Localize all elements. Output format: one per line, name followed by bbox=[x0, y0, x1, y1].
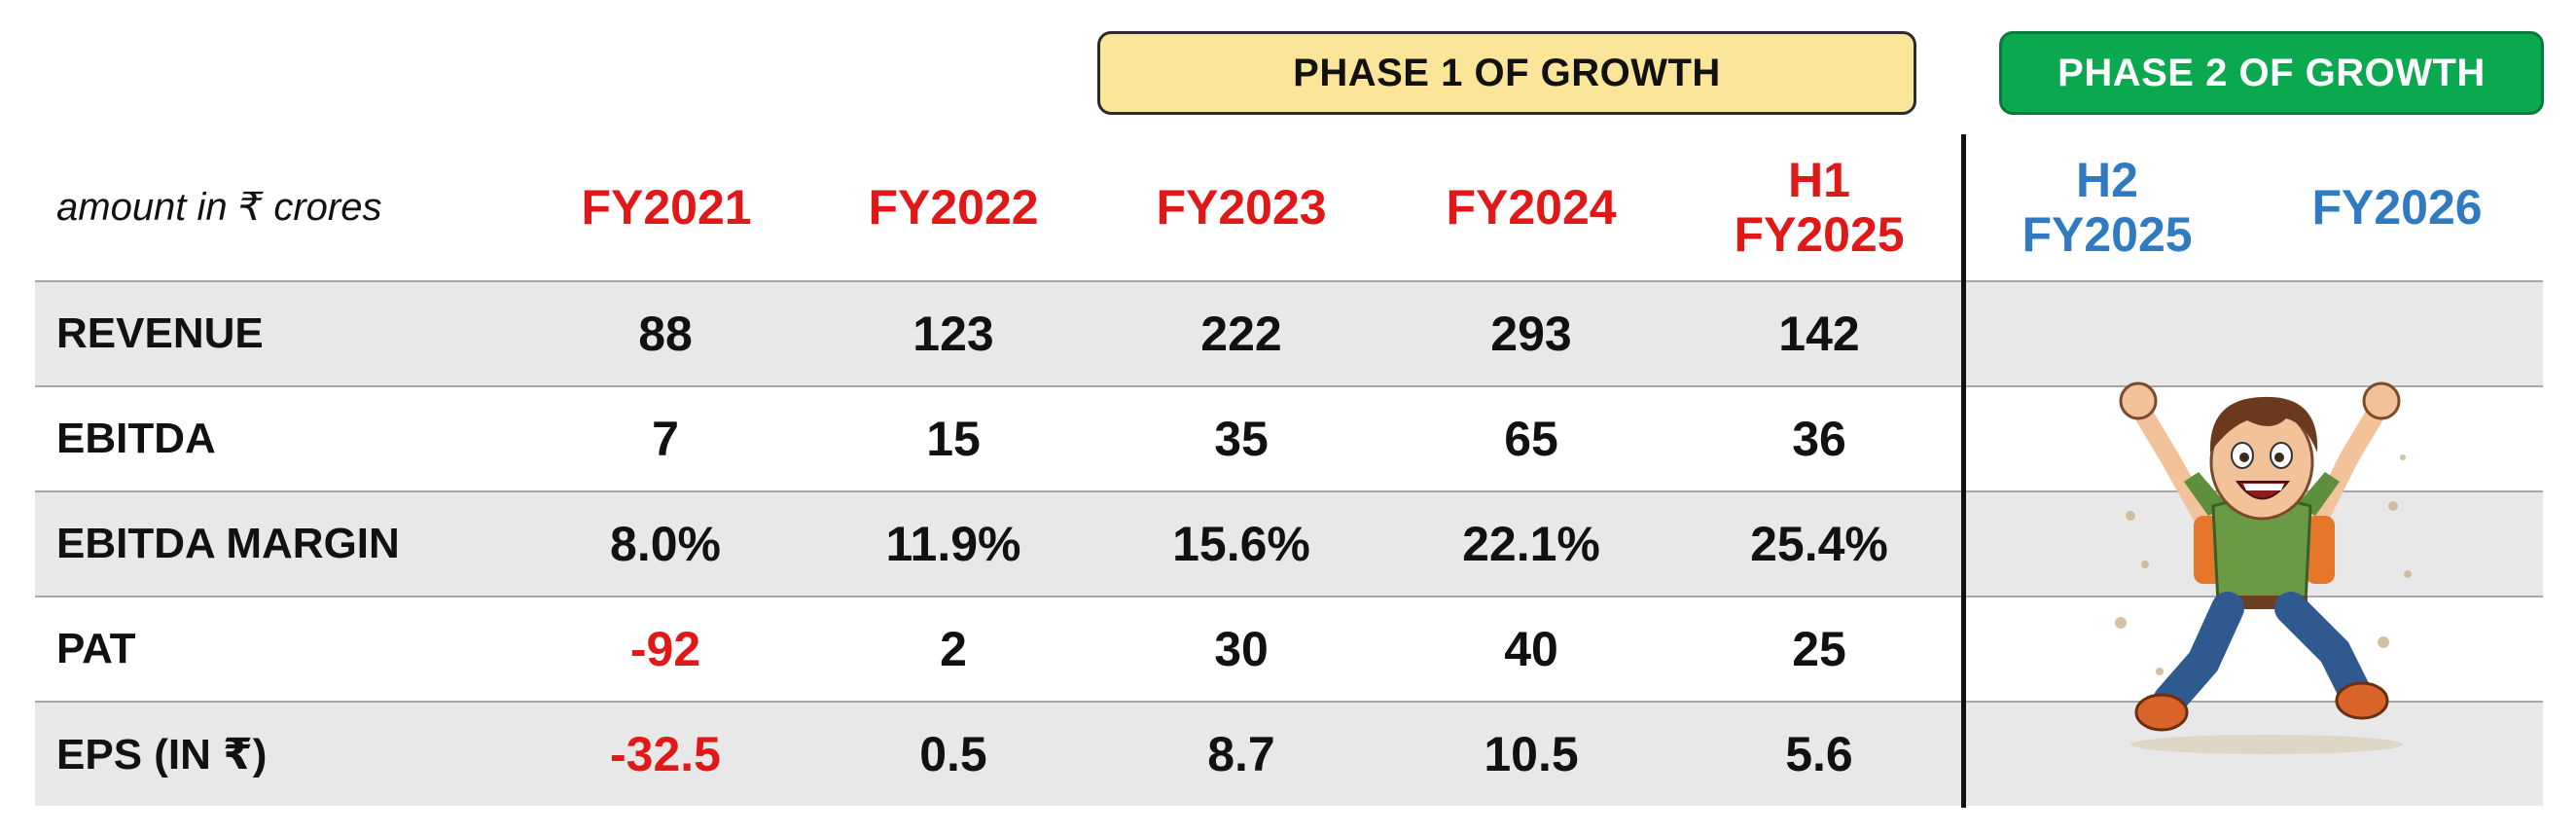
row-divider bbox=[35, 490, 2543, 492]
column-header-line1: FY2022 bbox=[868, 180, 1039, 235]
column-header-line1: FY2021 bbox=[581, 180, 752, 235]
cell-eps-fy2023: 8.7 bbox=[1207, 727, 1275, 781]
cell-ebitda-margin-fy2022: 11.9% bbox=[885, 517, 1021, 571]
cell-ebitda-margin-fy2021: 8.0% bbox=[610, 517, 721, 571]
row-background-eps bbox=[35, 703, 2543, 806]
column-header-line1: H2 bbox=[2076, 153, 2138, 207]
cell-ebitda-margin-fy2024: 22.1% bbox=[1462, 517, 1600, 571]
column-header-line1: FY2024 bbox=[1446, 180, 1617, 235]
cell-ebitda-fy2024: 65 bbox=[1504, 412, 1558, 466]
cell-revenue-h1-fy2025: 142 bbox=[1778, 307, 1860, 361]
cell-pat-fy2022: 2 bbox=[940, 622, 967, 676]
cell-eps-fy2021: -32.5 bbox=[610, 727, 721, 781]
row-divider bbox=[35, 596, 2543, 598]
cell-pat-h1-fy2025: 25 bbox=[1792, 622, 1846, 676]
row-divider bbox=[35, 280, 2543, 282]
row-background-revenue bbox=[35, 282, 2543, 385]
cell-ebitda-margin-h1-fy2025: 25.4% bbox=[1750, 517, 1888, 571]
row-label-ebitda: EBITDA bbox=[56, 415, 216, 462]
phase-2-banner: PHASE 2 OF GROWTH bbox=[1999, 31, 2544, 115]
cell-ebitda-h1-fy2025: 36 bbox=[1792, 412, 1846, 466]
column-header-line2: FY2025 bbox=[1734, 207, 1905, 262]
cell-revenue-fy2024: 293 bbox=[1490, 307, 1572, 361]
column-header-line2: FY2025 bbox=[2021, 207, 2193, 262]
row-divider bbox=[35, 385, 2543, 387]
column-header-line1: FY2023 bbox=[1156, 180, 1327, 235]
cell-ebitda-fy2021: 7 bbox=[652, 412, 679, 466]
phase-separator-line bbox=[1961, 134, 1966, 808]
cell-pat-fy2024: 40 bbox=[1504, 622, 1558, 676]
cell-pat-fy2023: 30 bbox=[1214, 622, 1269, 676]
column-header-h1-fy2025: H1 FY2025 bbox=[1722, 134, 1916, 280]
row-background-ebitda-margin bbox=[35, 492, 2543, 596]
column-header-h2-fy2025: H2 FY2025 bbox=[2010, 134, 2204, 280]
cell-eps-fy2024: 10.5 bbox=[1484, 727, 1579, 781]
row-label-revenue: REVENUE bbox=[56, 309, 264, 357]
jumping-cartoon-boy-icon bbox=[2115, 381, 2412, 754]
column-header-line1: H1 bbox=[1788, 153, 1850, 207]
column-header-fy2023: FY2023 bbox=[1144, 134, 1339, 280]
column-header-line1: FY2026 bbox=[2311, 180, 2483, 235]
row-label-eps: EPS (IN ₹) bbox=[56, 730, 268, 779]
cell-eps-fy2022: 0.5 bbox=[919, 727, 987, 781]
row-label-ebitda-margin: EBITDA MARGIN bbox=[56, 520, 400, 567]
cell-ebitda-fy2022: 15 bbox=[926, 412, 981, 466]
cell-eps-h1-fy2025: 5.6 bbox=[1785, 727, 1853, 781]
row-label-pat: PAT bbox=[56, 625, 136, 672]
cell-revenue-fy2021: 88 bbox=[638, 307, 693, 361]
column-header-fy2026: FY2026 bbox=[2300, 134, 2494, 280]
cell-ebitda-margin-fy2023: 15.6% bbox=[1172, 517, 1310, 571]
column-header-fy2021: FY2021 bbox=[574, 134, 759, 280]
cell-pat-fy2021: -92 bbox=[629, 622, 701, 676]
column-header-fy2022: FY2022 bbox=[856, 134, 1051, 280]
cell-revenue-fy2023: 222 bbox=[1200, 307, 1282, 361]
cell-revenue-fy2022: 123 bbox=[912, 307, 994, 361]
column-header-fy2024: FY2024 bbox=[1434, 134, 1628, 280]
phase-1-banner: PHASE 1 OF GROWTH bbox=[1097, 31, 1916, 115]
row-divider bbox=[35, 701, 2543, 703]
unit-label: amount in ₹ crores bbox=[56, 186, 382, 229]
cell-ebitda-fy2023: 35 bbox=[1214, 412, 1269, 466]
